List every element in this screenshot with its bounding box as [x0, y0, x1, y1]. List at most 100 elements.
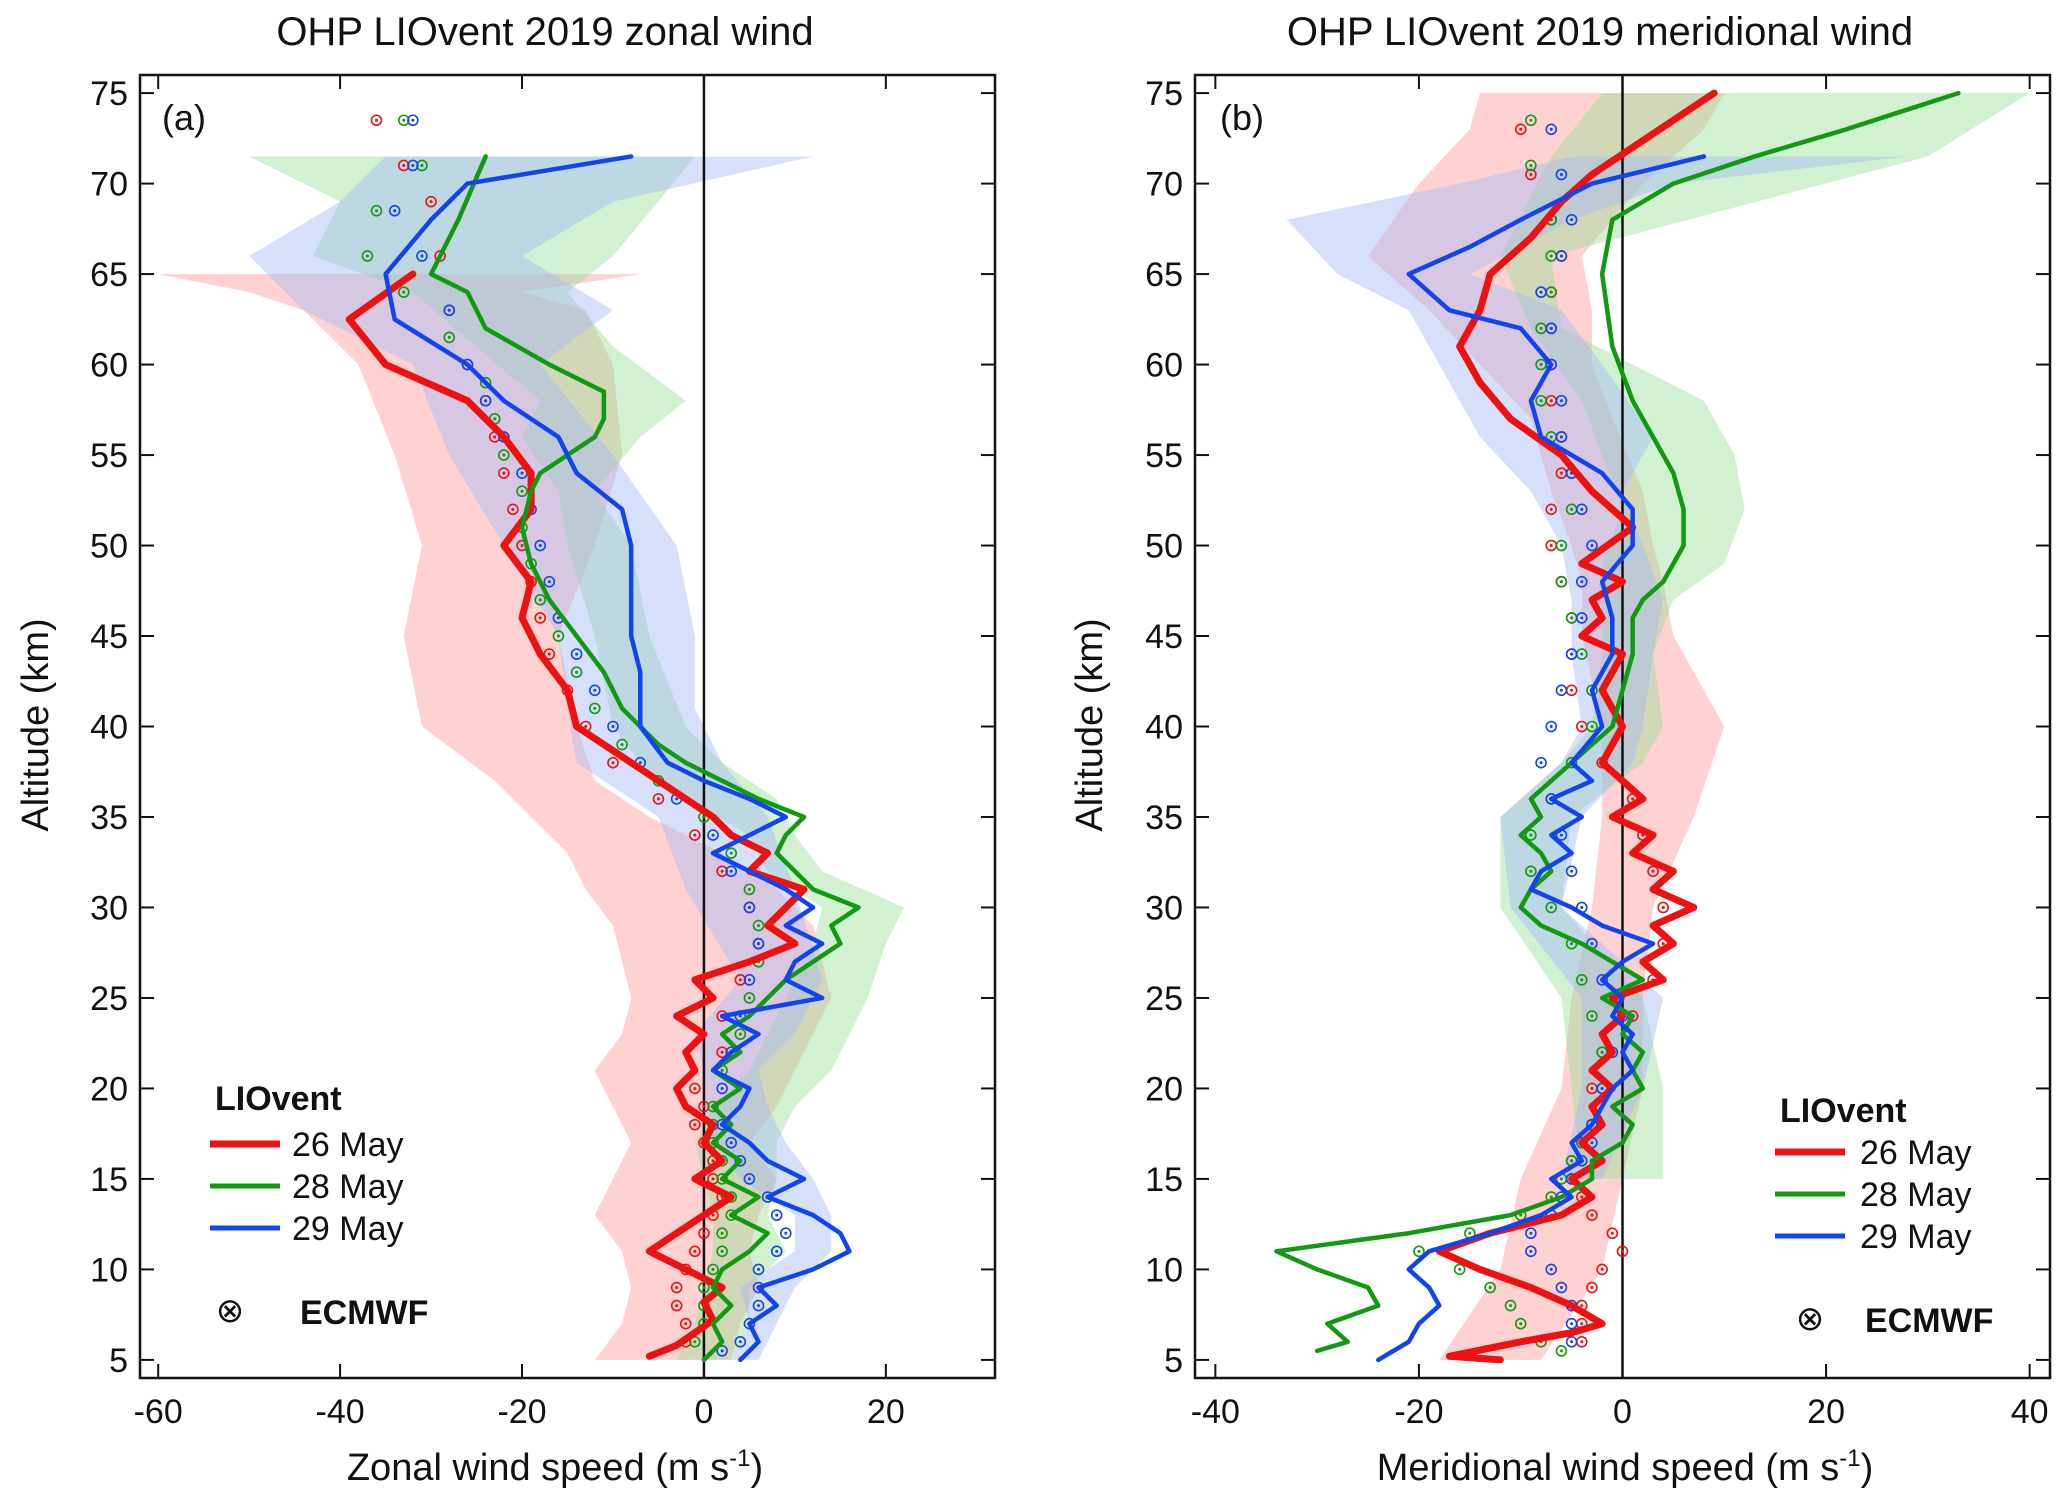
panel-a-y-tick-label: 10 [90, 1251, 128, 1289]
panel-a-y-tick-label: 75 [90, 75, 128, 113]
panel-b-ecmwf-point-29-may [1545, 322, 1558, 335]
panel-b-ecmwf-point-26-may [1616, 1245, 1629, 1258]
panel-a-ecmwf-point-28-may [716, 1245, 728, 1258]
panel-a-uncertainty-bands [158, 156, 905, 1360]
panel-b-ecmwf-point-29-may [1555, 684, 1568, 697]
panel-b-y-tick-label: 55 [1145, 437, 1183, 475]
panel-a-ecmwf-point-28-may [734, 1028, 747, 1040]
panel-b-x-label-tail: ) [1861, 1447, 1874, 1489]
panel-a-ecmwf-point-26-may [698, 1100, 710, 1113]
panel-a-ecmwf-point-29-may [607, 720, 619, 733]
panel-a-y-tick-label: 55 [90, 437, 128, 475]
panel-a-ecmwf-point-29-may [743, 901, 756, 914]
panel-a-legend-ecmwf-label: ECMWF [300, 1294, 428, 1332]
panel-a-x-label-sup: -1 [729, 1445, 750, 1472]
panel-a-ecmwf-point-29-may [752, 1263, 765, 1276]
panel-a-ecmwf-point-28-may [370, 204, 383, 217]
panel-b-ecmwf-point-29-may [1575, 612, 1588, 624]
panel-a-ecmwf-point-29-may [479, 394, 492, 407]
panel-b-ecmwf-point-26-may [1586, 1281, 1598, 1294]
panel-b-ecmwf-point-26-may [1606, 1227, 1619, 1240]
panel-a-ecmwf-point-28-may [588, 702, 601, 715]
panel-a-label: (a) [162, 97, 206, 138]
panel-a-ecmwf-point-29-may [743, 974, 756, 986]
panel-a-series-lines [345, 154, 861, 1363]
panel-a-ecmwf-point-26-may [698, 1227, 710, 1240]
panel-b-ecmwf-point-26-may [1545, 503, 1558, 516]
panel-b-line-26-may [1435, 89, 1718, 1364]
panel-a-ecmwf-point-29-may [416, 250, 428, 262]
panel-b-ecmwf-point-26-may [1647, 865, 1659, 878]
panel-a-ecmwf-point-29-may [407, 159, 419, 172]
panel-b-x-label-sup: -1 [1839, 1445, 1860, 1472]
panel-b-ecmwf-point-28-may [1504, 1299, 1517, 1312]
panel-b-x-tick-label: -20 [1394, 1393, 1443, 1431]
panel-a-x-tick-label: -20 [497, 1393, 546, 1431]
panel-b-ecmwf-point-28-may [1535, 394, 1547, 407]
panel-a-ecmwf-point-26-may [607, 756, 619, 769]
panel-b-ecmwf-point-28-may [1575, 974, 1588, 986]
panel-b-legend: LIOvent 26 May 28 May 29 May ⊗ ECMWF [1775, 1092, 1993, 1340]
panel-a-ecmwf-point-29-may [588, 684, 601, 697]
panel-b-y-tick-label: 35 [1145, 799, 1183, 837]
panel-a-ecmwf-point-26-may [689, 829, 701, 841]
panel-b-label: (b) [1220, 97, 1264, 138]
panel-a-y-tick-label: 15 [90, 1161, 128, 1199]
panel-b-ecmwf-point-26-may [1586, 1209, 1598, 1221]
panel-b-ecmwf-point-29-may [1565, 865, 1578, 878]
panel-b-legend-ecmwf-label: ECMWF [1865, 1302, 1993, 1340]
panel-a-ecmwf-point-26-may [689, 1245, 701, 1258]
panel-a-ecmwf-point-26-may [689, 1082, 701, 1095]
panel-a-legend-title: LIOvent [215, 1080, 342, 1118]
panel-a-ecmwf-point-26-may [707, 1173, 719, 1185]
panel-b-ecmwf-point-29-may [1565, 213, 1578, 226]
panel-a-ecmwf-point-29-may [570, 648, 583, 660]
panel-a-ecmwf-point-28-may [416, 159, 428, 172]
panel-b-ecmwf-point-28-may [1484, 1281, 1496, 1294]
panel-a-y-tick-label: 35 [90, 799, 128, 837]
panel-b-ecmwf-point-28-may [1514, 1317, 1527, 1330]
panel-b-ecmwf-point-28-may [1525, 865, 1537, 878]
panel-b-y-tick-label: 5 [1164, 1342, 1183, 1380]
panel-b-ecmwf-point-26-may [1525, 168, 1537, 181]
panel-b-ecmwf-point-28-may [1453, 1263, 1466, 1276]
panel-a-y-tick-label: 40 [90, 709, 128, 747]
panel-b-ecmwf-point-29-may [1565, 1317, 1578, 1330]
panel-b-y-tick-label: 20 [1145, 1070, 1183, 1108]
panel-b-ecmwf-point-29-may [1555, 168, 1568, 181]
panel-a-x-axis-label: Zonal wind speed (m s-1) [347, 1445, 763, 1489]
panel-a-ecmwf-point-26-may [370, 114, 383, 127]
panel-a-ecmwf-point-28-may [570, 666, 583, 679]
panel-a-ecmwf-point-28-may [534, 594, 547, 606]
panel-b-y-tick-label: 30 [1145, 889, 1183, 927]
panel-a-y-axis-label: Altitude (km) [15, 618, 57, 831]
panel-a-ecmwf-point-28-may [716, 1227, 728, 1240]
panel-a-ecmwf-point-29-may [752, 937, 765, 950]
panel-a-ecmwf-point-28-may [752, 919, 765, 932]
panel-b-ecmwf-point-28-may [1555, 1345, 1568, 1357]
panel-a-ecmwf-point-29-may [743, 1173, 756, 1185]
panel-b-y-tick-label: 25 [1145, 980, 1183, 1018]
panel-a-x-tick-label: -40 [316, 1393, 365, 1431]
panel-b-ecmwf-point-26-may [1514, 123, 1527, 136]
panel-b-legend-label-28-may: 28 May [1860, 1176, 1972, 1214]
panel-b-y-axis-label: Altitude (km) [1069, 618, 1111, 831]
panel-b-y-tick-label: 50 [1145, 528, 1183, 566]
panel-b-legend-label-26-may: 26 May [1860, 1134, 1972, 1172]
panel-b-y-tick-label: 10 [1145, 1251, 1183, 1289]
panel-a-ecmwf-point-26-may [734, 974, 747, 986]
panel-b-legend-label-29-may: 29 May [1860, 1218, 1972, 1256]
panel-b-ecmwf-point-29-may [1565, 648, 1578, 660]
panel-b-ecmwf-point-28-may [1413, 1245, 1425, 1258]
panel-b-ecmwf-point-29-may [1545, 1263, 1558, 1276]
panel-b-ecmwf-point-29-may [1555, 1281, 1568, 1294]
panel-a-ecmwf-point-26-may [689, 1118, 701, 1131]
panel-a-x-tick-label: -60 [134, 1393, 183, 1431]
panel-a-ecmwf-point-28-may [516, 485, 528, 498]
panel-b-y-ticks: 5 10 15 20 25 30 35 40 45 50 55 60 65 70 75 [1145, 75, 2050, 1380]
panel-a-line-29-may [383, 154, 852, 1363]
panel-a-ecmwf-point-29-may [543, 575, 556, 588]
panel-a-y-tick-label: 20 [90, 1070, 128, 1108]
panel-a-ecmwf-point-26-may [652, 793, 665, 805]
